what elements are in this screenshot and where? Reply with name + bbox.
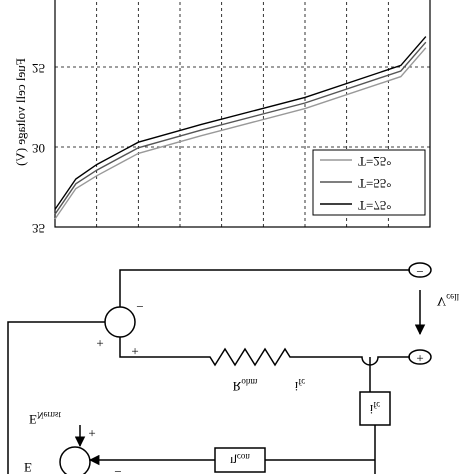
wire [369,357,376,474]
label: ηcon [230,452,250,469]
chart: 25 30 35 Fuel cell voltage (V) T=25° T=55° T=7… [13,0,431,236]
label-sub: fc [298,377,305,387]
summing-junction [104,306,136,338]
terminal [408,262,432,278]
label: ENernst [29,410,61,427]
label-main: i [370,402,374,417]
terminal [408,349,432,365]
label-main: R [233,379,242,394]
label-sub: fc [373,400,380,410]
data-line [54,47,427,220]
summing-junction [59,446,91,474]
data-line [54,36,427,210]
label-main: i [295,379,299,394]
legend-label: T=55° [358,176,391,191]
y-tick-label: 30 [32,141,45,156]
sign: + [416,351,423,366]
label-main: E [29,412,37,427]
label: ifc [295,377,306,394]
label-main: η [230,454,237,469]
sign: − [416,264,423,279]
legend-label: T=75° [358,198,391,213]
sign: − [136,299,143,314]
label-sub: ohm [241,377,257,387]
wire [7,321,105,474]
data-line [54,41,427,215]
sign: + [96,336,103,351]
y-tick-label: 25 [32,61,45,76]
sign: + [131,344,138,359]
wire [119,269,410,307]
wire-resistor [119,337,410,367]
y-tick-label: 35 [32,221,45,236]
sign: + [88,426,95,441]
legend-label: T=25° [358,154,391,169]
label: ifc [370,400,381,417]
sign: − [114,464,121,474]
plot-frame [54,0,431,228]
label-sub: cell [446,292,459,302]
label-sub: Nernst [37,410,61,420]
label: Vcell [437,292,460,309]
label: E [24,460,32,474]
label-main: V [437,294,447,309]
y-axis-label: Fuel cell voltage (V) [13,58,28,166]
label-sub: con [237,452,250,462]
label: Rohm [233,377,258,394]
block [359,391,391,426]
flipped-figure: 25 30 35 Fuel cell voltage (V) T=25° T=55° T=7… [7,0,460,474]
